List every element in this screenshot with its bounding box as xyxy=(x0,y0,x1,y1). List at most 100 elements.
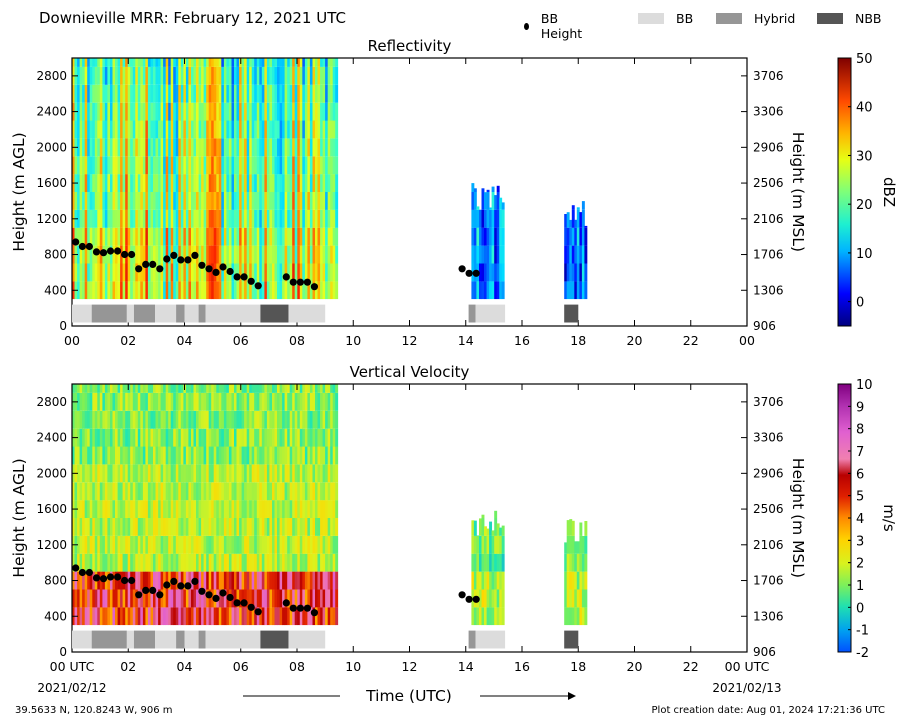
legend-item-nbb: NBB xyxy=(817,11,882,26)
time-arrow-head-icon xyxy=(568,692,576,700)
reflectivity-colorbar-tick-label: 20 xyxy=(856,198,873,213)
velocity-bb-height-point xyxy=(219,589,227,597)
bb-swatch xyxy=(638,13,664,24)
reflectivity-bb-height-point xyxy=(106,247,115,255)
reflectivity-x-tick-label: 08 xyxy=(289,333,305,348)
velocity-bb-height-point xyxy=(92,574,101,582)
reflectivity-bb-height-point xyxy=(184,256,192,264)
reflectivity-colorbar-tick-label: 40 xyxy=(856,101,873,116)
velocity-bb-height-point xyxy=(72,564,80,572)
velocity-colorbar-tick-label: 7 xyxy=(856,445,864,460)
velocity-y-right-tick-label: 2106 xyxy=(753,538,784,552)
velocity-colorbar-tick-label: 0 xyxy=(856,601,864,616)
velocity-y-tick-label: 1200 xyxy=(36,538,67,552)
reflectivity-x-tick-label: 18 xyxy=(570,333,586,348)
reflectivity-bb-height-point xyxy=(85,242,93,251)
reflectivity-class-segment-bb-2 xyxy=(126,304,134,323)
velocity-bb-height-point xyxy=(212,594,220,603)
velocity-y-right-tick-label: 1306 xyxy=(753,609,784,623)
reflectivity-x-tick-label: 20 xyxy=(627,333,643,348)
velocity-class-segment-hybrid-5 xyxy=(176,630,185,649)
reflectivity-bb-height-point xyxy=(212,268,220,276)
reflectivity-bb-height-point xyxy=(226,267,234,276)
reflectivity-colorbar-label: dBZ xyxy=(880,177,898,207)
reflectivity-x-tick-label: 00 xyxy=(64,333,80,348)
reflectivity-y-tick-label: 400 xyxy=(44,283,67,297)
reflectivity-bb-height-point xyxy=(92,248,101,256)
reflectivity-bb-height-point xyxy=(149,260,157,268)
velocity-bb-height-point xyxy=(121,576,129,585)
velocity-bb-height-point xyxy=(135,591,143,599)
velocity-class-segment-bb-8 xyxy=(205,630,261,649)
reflectivity-bb-height-point xyxy=(72,238,80,246)
velocity-x-tick-label: 00 UTC xyxy=(725,659,770,674)
velocity-y-right-tick-label: 1706 xyxy=(753,574,784,588)
reflectivity-x-tick-label: 00 xyxy=(739,333,755,348)
reflectivity-y-tick-label: 0 xyxy=(59,319,67,333)
reflectivity-x-tick-label: 22 xyxy=(683,333,699,348)
plot-creation-date: Plot creation date: Aug 01, 2024 17:21:3… xyxy=(651,705,885,716)
velocity-colorbar-tick-label: -1 xyxy=(856,624,869,639)
reflectivity-class-segment-hybrid-7 xyxy=(198,304,206,323)
reflectivity-bb-height-point xyxy=(177,256,185,264)
velocity-bb-height-point xyxy=(184,582,192,590)
velocity-colorbar-tick-label: -2 xyxy=(856,646,869,661)
reflectivity-bb-height-point xyxy=(156,265,164,273)
reflectivity-x-tick-label: 04 xyxy=(177,333,193,348)
reflectivity-bb-height-point xyxy=(458,265,466,273)
station-location: 39.5633 N, 120.8243 W, 906 m xyxy=(15,705,173,716)
reflectivity-bb-height-point xyxy=(78,242,86,251)
velocity-x-tick-label: 16 xyxy=(514,659,530,674)
reflectivity-bb-height-point xyxy=(465,269,473,277)
velocity-class-segment-nbb-13 xyxy=(564,630,579,649)
velocity-x-tick-label: 04 xyxy=(177,659,193,674)
nbb-swatch xyxy=(817,13,843,24)
reflectivity-bb-height-point xyxy=(219,263,227,271)
reflectivity-class-segment-nbb-9 xyxy=(260,304,289,323)
reflectivity-bb-height-point xyxy=(142,260,150,268)
velocity-colorbar-tick-label: 4 xyxy=(856,512,864,527)
reflectivity-class-segment-hybrid-11 xyxy=(468,304,476,323)
reflectivity-y-tick-label: 2400 xyxy=(36,105,67,119)
reflectivity-radar-field xyxy=(72,58,588,300)
legend-item-hybrid: Hybrid xyxy=(716,11,795,26)
reflectivity-class-segment-hybrid-1 xyxy=(91,304,127,323)
legend-label-hybrid: Hybrid xyxy=(754,11,796,26)
reflectivity-colorbar-tick-label: 50 xyxy=(856,52,873,67)
velocity-y-tick-label: 400 xyxy=(44,609,67,623)
velocity-class-segment-hybrid-3 xyxy=(133,630,155,649)
reflectivity-bb-height-point xyxy=(254,282,262,290)
velocity-x-tick-label: 10 xyxy=(345,659,361,674)
reflectivity-y-right-tick-label: 1706 xyxy=(753,248,784,262)
reflectivity-x-tick-label: 16 xyxy=(514,333,530,348)
velocity-bb-height-point xyxy=(296,604,304,612)
reflectivity-bb-height-point xyxy=(114,247,122,255)
reflectivity-y-tick-label: 2000 xyxy=(36,140,67,154)
legend-label-bb-height: BB Height xyxy=(540,11,583,41)
reflectivity-y-tick-label: 1200 xyxy=(36,212,67,226)
velocity-y-right-tick-label: 2906 xyxy=(753,466,784,480)
velocity-bb-height-point xyxy=(156,591,164,599)
velocity-bb-height-point xyxy=(240,599,248,607)
velocity-radar-field xyxy=(72,384,588,626)
velocity-bb-height-point xyxy=(114,573,122,581)
velocity-colorbar-tick-label: 2 xyxy=(856,557,864,572)
velocity-bb-height-point xyxy=(128,576,136,585)
velocity-bb-height-point xyxy=(458,591,466,599)
velocity-y-tick-label: 800 xyxy=(44,574,67,588)
velocity-x-tick-label: 20 xyxy=(627,659,643,674)
velocity-y-axis-label: Height (m AGL) xyxy=(10,458,28,577)
velocity-y-right-tick-label: 2506 xyxy=(753,502,784,516)
reflectivity-class-segment-bb-10 xyxy=(288,304,326,323)
reflectivity-bb-height-point xyxy=(233,273,241,281)
reflectivity-y-right-tick-label: 2506 xyxy=(753,176,784,190)
reflectivity-colorbar-tick-label: 0 xyxy=(856,296,864,311)
reflectivity-colorbar-tick-label: 10 xyxy=(856,247,873,262)
velocity-bb-height-point xyxy=(170,577,178,586)
velocity-class-segment-bb-2 xyxy=(126,630,134,649)
reflectivity-bb-height-point xyxy=(303,278,311,286)
velocity-bb-height-point xyxy=(254,608,262,616)
velocity-bb-height-point xyxy=(233,599,241,607)
velocity-y-tick-label: 0 xyxy=(59,645,67,659)
velocity-class-segment-hybrid-11 xyxy=(468,630,476,649)
